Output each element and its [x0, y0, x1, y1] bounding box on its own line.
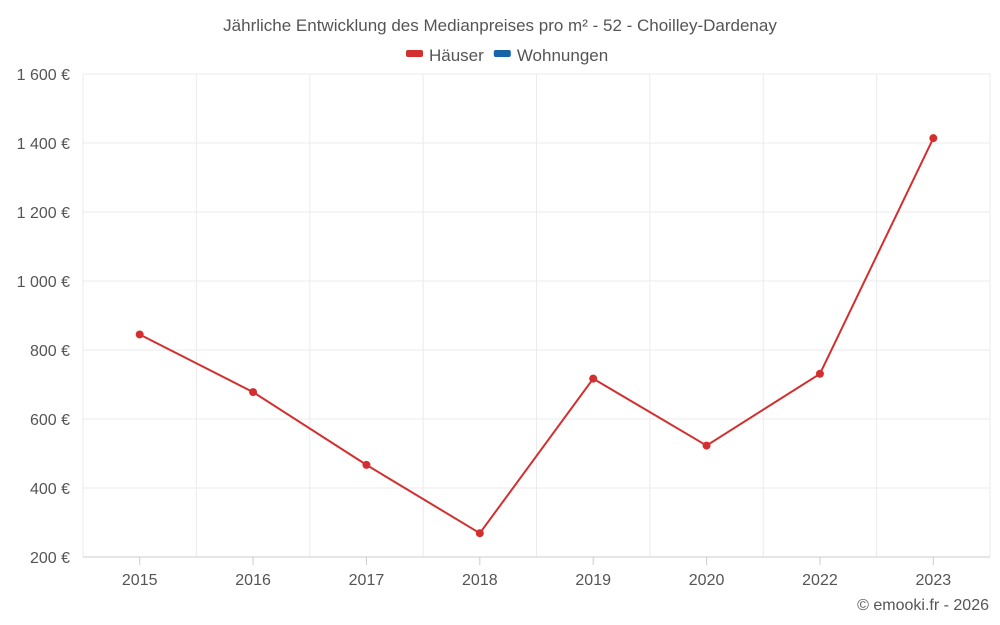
x-tick-label: 2020: [689, 572, 725, 589]
legend: Häuser Wohnungen: [406, 46, 608, 65]
x-axis: 2015 2016 2017 2018 2019 2020 2022 2023: [83, 556, 990, 589]
x-tick-label: 2023: [916, 572, 952, 589]
legend-label: Wohnungen: [517, 46, 608, 65]
legend-swatch: [406, 50, 423, 57]
legend-swatch: [493, 50, 511, 57]
data-point[interactable]: [815, 369, 824, 378]
y-tick-label: 1 400 €: [17, 136, 70, 153]
series-line-0: [139, 137, 935, 535]
grid: [82, 73, 991, 557]
y-tick-label: 1 000 €: [17, 274, 70, 291]
y-tick-label: 400 €: [30, 481, 70, 498]
data-point[interactable]: [135, 330, 144, 339]
x-tick-label: 2017: [349, 572, 385, 589]
y-tick-label: 1 200 €: [17, 205, 70, 222]
legend-label: Häuser: [429, 46, 484, 65]
y-tick-label: 800 €: [30, 343, 70, 360]
x-tick-label: 2022: [802, 572, 838, 589]
chart-title: Jährliche Entwicklung des Medianpreises …: [223, 16, 777, 35]
data-point[interactable]: [929, 134, 938, 143]
data-point[interactable]: [475, 529, 484, 538]
legend-item[interactable]: Häuser: [406, 46, 484, 65]
data-point[interactable]: [249, 388, 258, 397]
y-tick-label: 200 €: [30, 550, 70, 567]
series: [135, 134, 938, 538]
x-tick-label: 2016: [235, 572, 271, 589]
x-tick-label: 2019: [575, 572, 611, 589]
y-tick-label: 600 €: [30, 412, 70, 429]
y-tick-label: 1 600 €: [17, 67, 70, 84]
data-point[interactable]: [589, 374, 598, 383]
data-point[interactable]: [702, 441, 711, 450]
legend-item[interactable]: Wohnungen: [493, 46, 608, 65]
data-point[interactable]: [362, 460, 371, 469]
credit: © emooki.fr - 2026: [857, 597, 989, 614]
x-tick-label: 2018: [462, 572, 498, 589]
y-axis: 200 € 400 € 600 € 800 € 1 000 € 1 200 € 1 400 …: [17, 67, 70, 567]
x-tick-label: 2015: [122, 572, 158, 589]
